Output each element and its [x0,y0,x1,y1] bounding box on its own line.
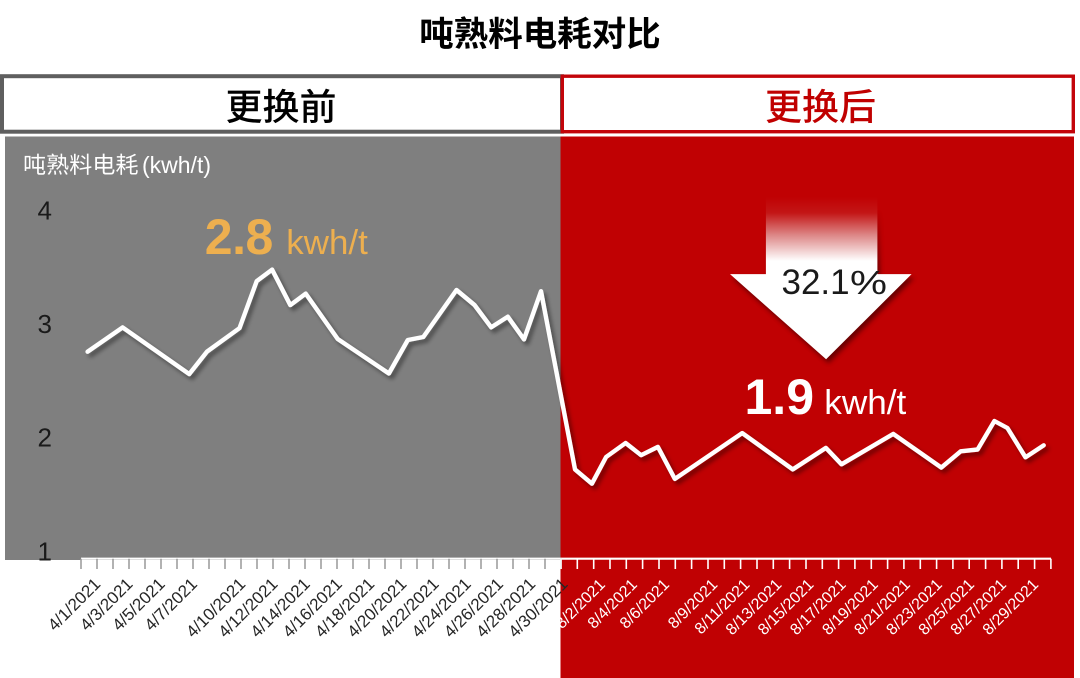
svg-text:1: 1 [38,536,52,566]
svg-text:32.1: 32.1 [782,263,850,302]
svg-text:kwh/t: kwh/t [824,384,907,422]
svg-text:kwh/t: kwh/t [286,224,368,262]
svg-text:(kwh/t): (kwh/t) [142,152,211,178]
svg-text:4: 4 [38,196,52,226]
svg-text:%: % [850,264,887,301]
svg-text:1.9: 1.9 [745,369,815,425]
svg-text:2: 2 [38,423,52,453]
svg-text:3: 3 [38,309,52,339]
svg-text:2.8: 2.8 [205,209,273,265]
